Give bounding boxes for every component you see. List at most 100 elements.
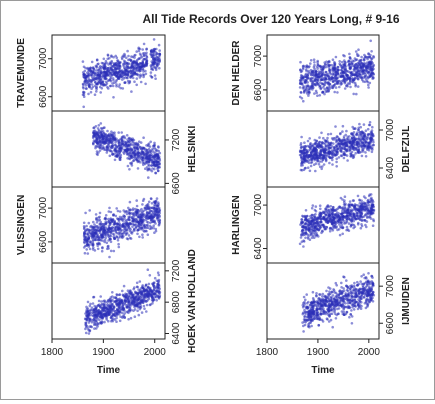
data-point	[156, 197, 159, 200]
data-point	[114, 141, 117, 144]
data-point	[86, 75, 89, 78]
data-point	[134, 315, 137, 318]
data-point	[350, 132, 353, 135]
data-point	[125, 229, 128, 232]
data-point	[327, 153, 330, 156]
data-point	[371, 148, 374, 151]
data-point	[330, 147, 333, 150]
data-point	[93, 139, 96, 142]
data-point	[369, 141, 372, 144]
data-point	[135, 292, 138, 295]
data-point	[113, 233, 116, 236]
data-point	[106, 306, 109, 309]
data-point	[133, 224, 136, 227]
data-point	[339, 226, 342, 229]
data-point	[305, 78, 308, 81]
data-point	[352, 227, 355, 230]
data-point	[138, 298, 141, 301]
points-travemunde	[82, 38, 162, 108]
data-point	[354, 85, 357, 88]
data-point	[344, 209, 347, 212]
data-point	[327, 78, 330, 81]
data-point	[137, 211, 140, 214]
data-point	[85, 326, 88, 329]
data-point	[111, 153, 114, 156]
data-point	[98, 136, 101, 139]
data-point	[372, 73, 375, 76]
data-point	[101, 62, 104, 65]
y-tick-label: 6600	[38, 230, 49, 253]
data-point	[152, 300, 155, 303]
data-point	[299, 61, 302, 64]
data-point	[102, 236, 105, 239]
data-point	[132, 294, 135, 297]
data-point	[307, 140, 310, 143]
data-point	[107, 73, 110, 76]
data-point	[132, 77, 135, 80]
data-point	[111, 307, 114, 310]
data-point	[159, 53, 162, 56]
data-point	[95, 213, 98, 216]
data-point	[120, 141, 123, 144]
data-point	[154, 74, 157, 77]
data-point	[350, 225, 353, 228]
data-point	[142, 76, 145, 79]
data-point	[302, 215, 305, 218]
data-point	[300, 142, 303, 145]
data-point	[96, 150, 99, 153]
data-point	[320, 220, 323, 223]
data-point	[303, 151, 306, 154]
data-point	[95, 321, 98, 324]
data-point	[142, 70, 145, 73]
points-delfzijl	[299, 121, 375, 172]
data-point	[106, 311, 109, 314]
data-point	[140, 306, 143, 309]
data-point	[116, 300, 119, 303]
data-point	[349, 200, 352, 203]
data-point	[305, 209, 308, 212]
data-point	[111, 295, 114, 298]
data-point	[94, 77, 97, 80]
data-point	[102, 309, 105, 312]
data-point	[142, 213, 145, 216]
data-point	[111, 74, 114, 77]
data-point	[365, 66, 368, 69]
data-point	[118, 61, 121, 64]
data-point	[346, 143, 349, 146]
data-point	[311, 85, 314, 88]
data-point	[117, 131, 120, 134]
data-point	[357, 65, 360, 68]
data-point	[342, 71, 345, 74]
data-point	[310, 157, 313, 160]
data-point	[101, 76, 104, 79]
data-point	[116, 59, 119, 62]
data-point	[356, 133, 359, 136]
data-point	[127, 59, 130, 62]
data-point	[141, 63, 144, 66]
data-point	[143, 307, 146, 310]
data-point	[339, 234, 342, 237]
data-point	[126, 157, 129, 160]
y-tick-label: 7000	[385, 118, 396, 141]
data-point	[137, 288, 140, 291]
data-point	[154, 51, 157, 54]
data-point	[360, 199, 363, 202]
data-point	[133, 229, 136, 232]
data-point	[127, 147, 130, 150]
data-point	[148, 164, 151, 167]
data-point	[92, 221, 95, 224]
data-point	[158, 274, 161, 277]
data-point	[146, 295, 149, 298]
data-point	[325, 81, 328, 84]
data-point	[319, 81, 322, 84]
data-point	[364, 151, 367, 154]
data-point	[313, 68, 316, 71]
data-point	[303, 145, 306, 148]
data-point	[151, 210, 154, 213]
data-point	[343, 151, 346, 154]
data-point	[129, 228, 132, 231]
data-point	[313, 92, 316, 95]
data-point	[317, 73, 320, 76]
data-point	[351, 78, 354, 81]
